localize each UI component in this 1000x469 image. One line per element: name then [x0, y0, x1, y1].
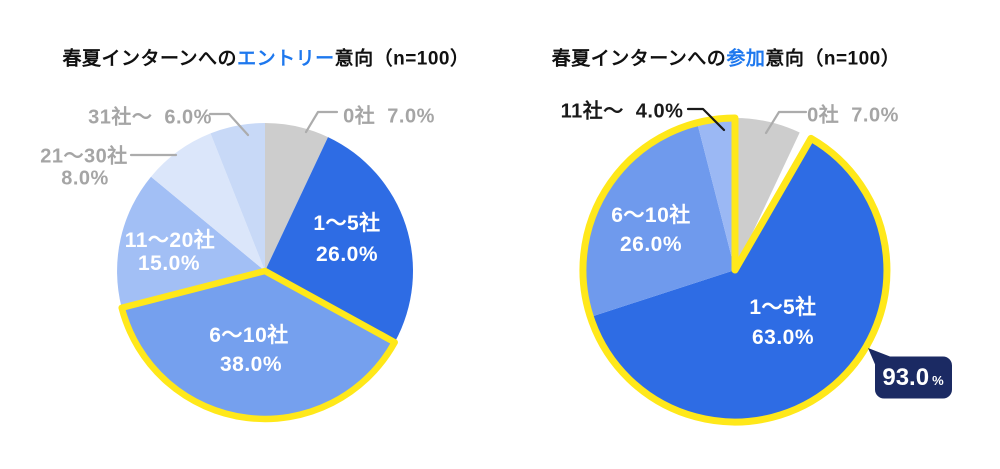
- join-slice-11sha: [697, 118, 735, 270]
- join-label-6-10sha-name: 6〜10社: [611, 204, 691, 227]
- join-label-11sha-pct: 4.0%: [635, 100, 684, 123]
- entry-connector-31sha: [208, 112, 250, 137]
- entry-label-11-20sha-name: 11〜20社: [124, 229, 216, 252]
- join-label-0sha-pct: 7.0%: [851, 104, 899, 127]
- entry-label-6-10sha-name: 6〜10社: [209, 324, 289, 347]
- entry-slice-31sha: [210, 123, 265, 271]
- join-connector-0sha: [764, 110, 808, 135]
- entry-chart-title: 春夏インターンへのエントリー意向（n=100）: [63, 44, 470, 71]
- join-label-0sha: 0社 7.0%: [807, 99, 899, 128]
- join-label-11sha-name: 11社〜: [560, 100, 624, 123]
- join-badge-text: 93.0%: [882, 364, 943, 392]
- entry-label-0sha-name: 0社: [343, 105, 376, 128]
- join-connector-11sha: [686, 107, 726, 132]
- entry-title-prefix: 春夏インターンへの: [62, 48, 238, 70]
- join-label-11sha: 11社〜 4.0%: [561, 95, 684, 124]
- join-highlight-outline: [579, 114, 891, 426]
- entry-slice-21-30sha: [151, 133, 265, 271]
- entry-label-21-30sha-name: 21〜30社: [40, 145, 128, 168]
- join-title-prefix: 春夏インターンへの: [551, 48, 727, 70]
- entry-label-31sha-name: 31社〜: [88, 106, 153, 129]
- entry-label-31sha-pct: 6.0%: [164, 106, 212, 129]
- entry-title-suffix: 意向（n=100）: [334, 48, 470, 70]
- entry-label-0sha-pct: 7.0%: [387, 105, 435, 128]
- join-title-suffix: 意向（n=100）: [765, 48, 901, 70]
- join-slice-0sha: [735, 118, 800, 270]
- join-badge-unit: %: [932, 373, 944, 388]
- entry-title-accent: エントリー: [237, 48, 335, 70]
- join-pie: [579, 107, 952, 426]
- entry-slice-0sha: [265, 123, 328, 271]
- join-badge-bubble: [875, 356, 952, 399]
- join-slice-1-5sha: [590, 138, 887, 423]
- entry-label-1-5sha-pct: 26.0%: [315, 243, 379, 266]
- entry-slice-11-20sha: [117, 176, 265, 308]
- join-label-6-10sha-pct: 26.0%: [619, 233, 683, 256]
- join-chart-title: 春夏インターンへの参加意向（n=100）: [552, 44, 900, 71]
- entry-label-0sha: 0社 7.0%: [343, 100, 435, 129]
- entry-highlight-outline: [118, 267, 398, 423]
- entry-label-6-10sha-pct: 38.0%: [219, 353, 283, 376]
- join-title-accent: 参加: [726, 48, 766, 70]
- entry-label-31sha: 31社〜 6.0%: [88, 101, 212, 130]
- entry-label-1-5sha-name: 1〜5社: [313, 212, 381, 235]
- entry-label-21-30sha-pct: 8.0%: [61, 167, 109, 190]
- join-label-1-5sha-name: 1〜5社: [749, 296, 817, 319]
- entry-label-11-20sha-pct: 15.0%: [137, 252, 201, 275]
- join-badge-value: 93.0: [882, 364, 930, 391]
- join-label-0sha-name: 0社: [807, 104, 840, 127]
- join-label-1-5sha-pct: 63.0%: [751, 326, 815, 349]
- entry-connector-0sha: [304, 110, 339, 134]
- entry-pie: [117, 110, 413, 423]
